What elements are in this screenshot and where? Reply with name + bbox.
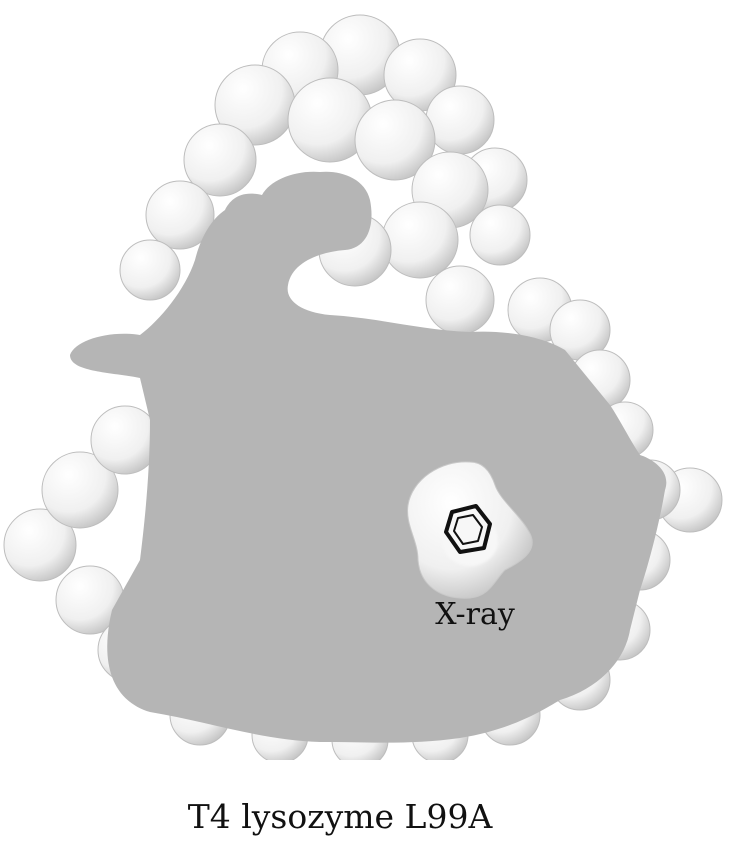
cut-plane — [70, 171, 667, 743]
pocket-label: X-ray — [435, 597, 515, 632]
figure-caption: T4 lysozyme L99A — [187, 797, 493, 836]
protein-surface-render — [3, 14, 723, 760]
benzene-ring-icon — [444, 504, 492, 554]
